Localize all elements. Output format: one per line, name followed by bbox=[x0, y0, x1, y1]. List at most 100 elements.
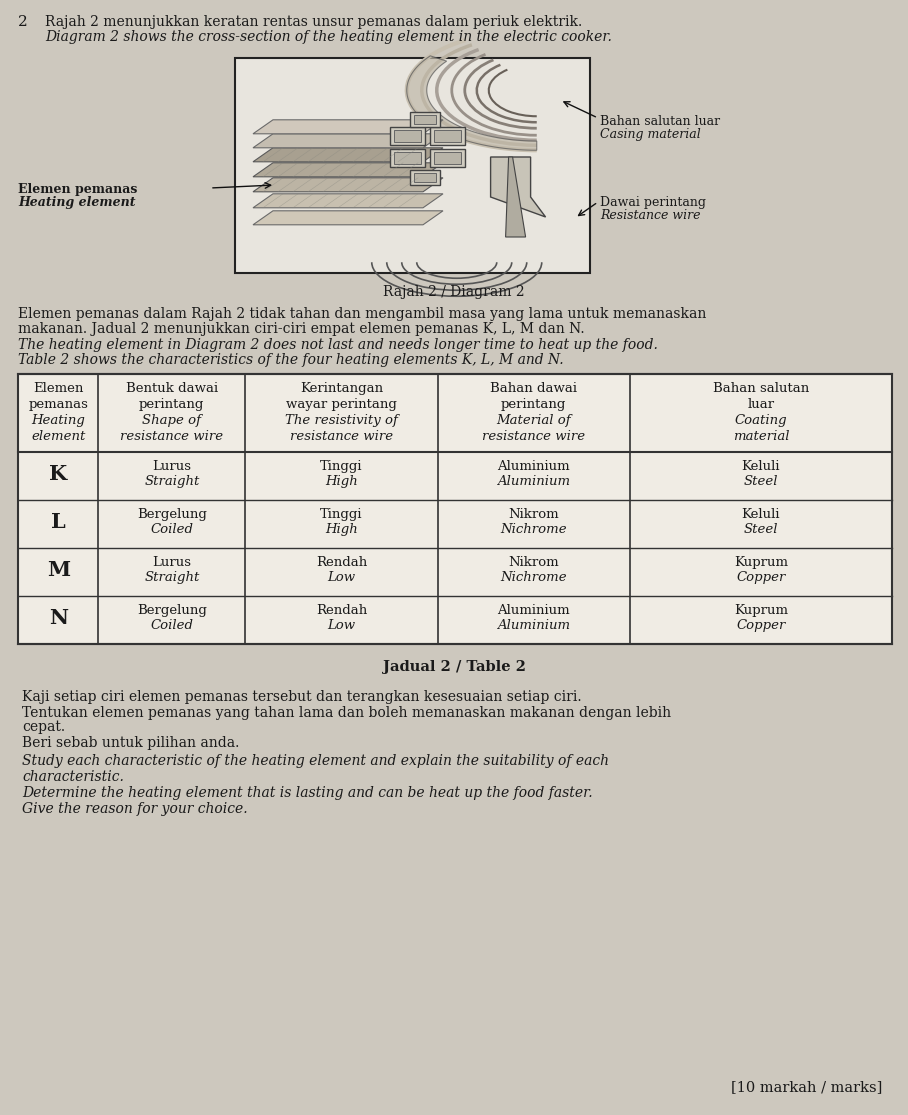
Text: 2: 2 bbox=[18, 14, 28, 29]
Text: Tentukan elemen pemanas yang tahan lama dan boleh memanaskan makanan dengan lebi: Tentukan elemen pemanas yang tahan lama … bbox=[22, 706, 671, 720]
Text: resistance wire: resistance wire bbox=[290, 430, 393, 443]
Bar bbox=[429, 127, 465, 145]
Text: K: K bbox=[49, 464, 67, 484]
Text: Tinggi: Tinggi bbox=[321, 460, 362, 473]
Text: Nichrome: Nichrome bbox=[500, 571, 567, 584]
Text: Diagram 2 shows the cross-section of the heating element in the electric cooker.: Diagram 2 shows the cross-section of the… bbox=[45, 30, 612, 43]
Text: Rendah: Rendah bbox=[316, 604, 367, 617]
Text: Elemen pemanas dalam Rajah 2 tidak tahan dan mengambil masa yang lama untuk mema: Elemen pemanas dalam Rajah 2 tidak tahan… bbox=[18, 307, 706, 321]
Bar bbox=[393, 152, 420, 164]
Text: N: N bbox=[49, 608, 68, 628]
Text: Nichrome: Nichrome bbox=[500, 523, 567, 536]
Text: makanan. Jadual 2 menunjukkan ciri-ciri empat elemen pemanas K, L, M dan N.: makanan. Jadual 2 menunjukkan ciri-ciri … bbox=[18, 322, 585, 336]
Text: Bahan salutan luar: Bahan salutan luar bbox=[600, 115, 720, 128]
Text: Kuprum: Kuprum bbox=[734, 556, 788, 569]
Text: Bentuk dawai: Bentuk dawai bbox=[126, 382, 218, 395]
Bar bbox=[434, 129, 460, 142]
Text: Nikrom: Nikrom bbox=[508, 556, 559, 569]
Text: Coiled: Coiled bbox=[151, 619, 193, 632]
Text: perintang: perintang bbox=[501, 398, 567, 411]
Text: Elemen pemanas: Elemen pemanas bbox=[18, 183, 137, 196]
Text: perintang: perintang bbox=[139, 398, 204, 411]
Text: Keluli: Keluli bbox=[742, 460, 780, 473]
Text: characteristic.: characteristic. bbox=[22, 770, 123, 784]
Text: Straight: Straight bbox=[144, 571, 200, 584]
Text: Steel: Steel bbox=[744, 523, 778, 536]
Text: [10 markah / marks]: [10 markah / marks] bbox=[731, 1080, 882, 1094]
Bar bbox=[18, 374, 892, 644]
Text: Aluminium: Aluminium bbox=[498, 604, 570, 617]
Bar bbox=[414, 115, 436, 124]
Text: Copper: Copper bbox=[736, 571, 785, 584]
Text: Straight: Straight bbox=[144, 475, 200, 488]
Text: Steel: Steel bbox=[744, 475, 778, 488]
Text: Heating: Heating bbox=[31, 414, 85, 427]
Text: Beri sebab untuk pilihan anda.: Beri sebab untuk pilihan anda. bbox=[22, 736, 240, 750]
Text: High: High bbox=[325, 475, 358, 488]
Text: element: element bbox=[31, 430, 85, 443]
Bar bbox=[390, 127, 425, 145]
Bar bbox=[414, 173, 436, 182]
Text: The resistivity of: The resistivity of bbox=[285, 414, 398, 427]
Text: Low: Low bbox=[327, 571, 355, 584]
Bar bbox=[393, 129, 420, 142]
Text: Keluli: Keluli bbox=[742, 508, 780, 521]
Text: Elemen: Elemen bbox=[33, 382, 84, 395]
Text: Determine the heating element that is lasting and can be heat up the food faster: Determine the heating element that is la… bbox=[22, 786, 593, 799]
Text: Aluminium: Aluminium bbox=[498, 460, 570, 473]
Polygon shape bbox=[253, 134, 443, 148]
Text: Jadual 2 / Table 2: Jadual 2 / Table 2 bbox=[382, 660, 526, 673]
Polygon shape bbox=[407, 56, 537, 151]
Text: Nikrom: Nikrom bbox=[508, 508, 559, 521]
Bar bbox=[429, 148, 465, 167]
Text: pemanas: pemanas bbox=[28, 398, 88, 411]
Text: Tinggi: Tinggi bbox=[321, 508, 362, 521]
Text: Coating: Coating bbox=[735, 414, 787, 427]
Bar bbox=[434, 152, 460, 164]
Text: Kerintangan: Kerintangan bbox=[300, 382, 383, 395]
Polygon shape bbox=[253, 148, 443, 162]
Text: M: M bbox=[46, 560, 70, 580]
Text: cepat.: cepat. bbox=[22, 720, 65, 734]
Text: Rendah: Rendah bbox=[316, 556, 367, 569]
Text: Lurus: Lurus bbox=[153, 460, 192, 473]
Text: The heating element in Diagram 2 does not last and needs longer time to heat up : The heating element in Diagram 2 does no… bbox=[18, 338, 658, 352]
Text: Material of: Material of bbox=[497, 414, 571, 427]
Bar bbox=[235, 58, 590, 273]
Text: Copper: Copper bbox=[736, 619, 785, 632]
Polygon shape bbox=[506, 157, 526, 237]
Polygon shape bbox=[253, 211, 443, 225]
Text: Aluminium: Aluminium bbox=[497, 619, 570, 632]
Polygon shape bbox=[253, 194, 443, 207]
Text: Bahan dawai: Bahan dawai bbox=[490, 382, 577, 395]
Text: Kuprum: Kuprum bbox=[734, 604, 788, 617]
Text: wayar perintang: wayar perintang bbox=[286, 398, 397, 411]
Text: Kaji setiap ciri elemen pemanas tersebut dan terangkan kesesuaian setiap ciri.: Kaji setiap ciri elemen pemanas tersebut… bbox=[22, 690, 582, 704]
Text: L: L bbox=[51, 512, 65, 532]
Text: luar: luar bbox=[747, 398, 775, 411]
Text: Bergelung: Bergelung bbox=[137, 604, 207, 617]
Text: Heating element: Heating element bbox=[18, 196, 135, 209]
Polygon shape bbox=[253, 163, 443, 177]
Bar bbox=[390, 148, 425, 167]
Text: Study each characteristic of the heating element and explain the suitability of : Study each characteristic of the heating… bbox=[22, 754, 609, 768]
Polygon shape bbox=[253, 177, 443, 192]
Text: Bergelung: Bergelung bbox=[137, 508, 207, 521]
Polygon shape bbox=[253, 119, 443, 134]
Text: High: High bbox=[325, 523, 358, 536]
Text: Casing material: Casing material bbox=[600, 128, 701, 140]
Bar bbox=[410, 112, 439, 127]
Text: Shape of: Shape of bbox=[143, 414, 202, 427]
Text: material: material bbox=[733, 430, 789, 443]
Text: Coiled: Coiled bbox=[151, 523, 193, 536]
Text: Rajah 2 menunjukkan keratan rentas unsur pemanas dalam periuk elektrik.: Rajah 2 menunjukkan keratan rentas unsur… bbox=[45, 14, 582, 29]
Text: Low: Low bbox=[327, 619, 355, 632]
Text: Give the reason for your choice.: Give the reason for your choice. bbox=[22, 802, 248, 816]
Text: resistance wire: resistance wire bbox=[120, 430, 223, 443]
Text: Table 2 shows the characteristics of the four heating elements K, L, M and N.: Table 2 shows the characteristics of the… bbox=[18, 353, 564, 367]
Text: Rajah 2 / Diagram 2: Rajah 2 / Diagram 2 bbox=[383, 285, 525, 299]
Text: Lurus: Lurus bbox=[153, 556, 192, 569]
Text: Resistance wire: Resistance wire bbox=[600, 209, 700, 222]
Text: Bahan salutan: Bahan salutan bbox=[713, 382, 809, 395]
Text: resistance wire: resistance wire bbox=[482, 430, 586, 443]
